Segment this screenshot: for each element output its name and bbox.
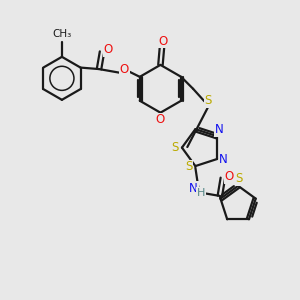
Text: S: S [185, 160, 193, 173]
Text: O: O [103, 43, 112, 56]
Text: O: O [120, 63, 129, 76]
Text: O: O [225, 170, 234, 183]
Text: N: N [189, 182, 198, 195]
Text: CH₃: CH₃ [52, 29, 71, 39]
Text: S: S [204, 94, 212, 107]
Text: N: N [214, 123, 223, 136]
Text: S: S [172, 140, 179, 154]
Text: H: H [197, 188, 206, 198]
Text: O: O [155, 113, 164, 126]
Text: N: N [219, 153, 228, 167]
Text: S: S [235, 172, 243, 185]
Text: O: O [158, 34, 168, 47]
